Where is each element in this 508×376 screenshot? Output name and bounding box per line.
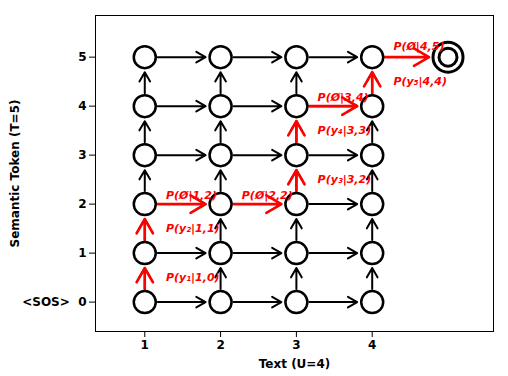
svg-text:P(y₅|4,4): P(y₅|4,4) [393,75,447,88]
svg-text:2: 2 [78,197,86,211]
svg-text:P(Ø|1,2): P(Ø|1,2) [166,189,217,202]
svg-text:3: 3 [78,148,86,162]
svg-text:P(Ø|4,5): P(Ø|4,5) [393,40,444,53]
svg-text:2: 2 [216,338,224,352]
svg-text:P(Ø|3,4): P(Ø|3,4) [318,91,369,104]
svg-text:P(y₁|1,0): P(y₁|1,0) [166,271,220,284]
svg-text:Semantic Token (T=5): Semantic Token (T=5) [8,100,22,248]
svg-text:1: 1 [141,338,149,352]
svg-text:3: 3 [292,338,300,352]
svg-text:<SOS> 0: <SOS> 0 [22,295,86,309]
svg-text:4: 4 [78,99,86,113]
svg-text:P(y₄|3,3): P(y₄|3,3) [318,124,372,137]
svg-text:5: 5 [78,50,86,64]
svg-text:Text (U=4): Text (U=4) [259,357,331,371]
svg-text:P(Ø|2,2): P(Ø|2,2) [242,189,293,202]
svg-text:P(y₃|3,2): P(y₃|3,2) [318,173,372,186]
svg-text:P(y₂|1,1): P(y₂|1,1) [166,222,220,235]
svg-text:4: 4 [368,338,376,352]
svg-text:1: 1 [78,246,86,260]
